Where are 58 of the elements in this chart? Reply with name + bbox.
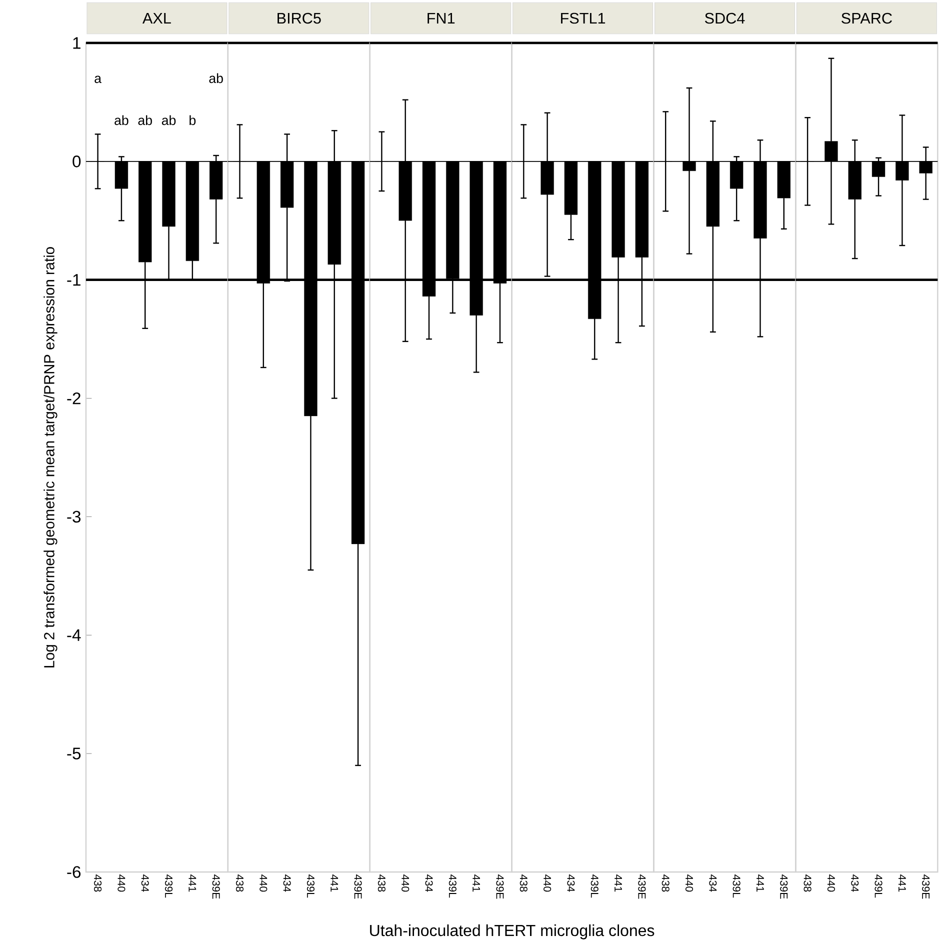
x-tick-label: 440 — [402, 874, 410, 892]
x-tick-label: 434 — [141, 874, 150, 892]
annotation: ab — [209, 73, 224, 84]
x-tick-label: 439L — [591, 874, 599, 898]
x-tick-label: 434 — [851, 874, 859, 892]
y-tick-label: -2 — [67, 392, 81, 404]
y-axis-title: Log 2 transformed geometric mean target/PRNP expression ratio — [44, 247, 58, 668]
x-tick-label: 439L — [732, 874, 741, 898]
x-tick-label: 434 — [283, 874, 291, 892]
x-tick-label: 438 — [804, 874, 812, 892]
annotation: b — [190, 115, 196, 126]
x-tick-label: 441 — [472, 874, 480, 892]
x-tick-label: 438 — [378, 874, 386, 892]
x-tick-label: 441 — [898, 874, 906, 892]
y-tick-label: 0 — [72, 156, 81, 168]
y-tick-label: -5 — [67, 748, 81, 760]
x-tick-label: 440 — [686, 874, 694, 892]
x-tick-label: 439E — [354, 874, 362, 899]
annotation: a — [94, 76, 102, 84]
x-tick-label: 440 — [118, 874, 126, 892]
x-tick-label: 439E — [212, 874, 220, 899]
chart-title: SDC4 — [705, 12, 745, 24]
x-tick-label: 441 — [188, 874, 196, 892]
annotation: ab — [138, 115, 152, 126]
x-tick-label: 441 — [614, 874, 622, 892]
x-tick-label: 438 — [236, 874, 244, 892]
x-tick-label: 439L — [449, 874, 457, 898]
x-tick-label: 434 — [567, 874, 575, 892]
x-tick-label: 439E — [638, 874, 646, 899]
y-tick-label: -1 — [67, 274, 81, 286]
annotation: ab — [162, 115, 176, 126]
x-tick-label: 438 — [662, 874, 670, 892]
chart-title: FN1 — [428, 12, 455, 24]
x-tick-label: 439L — [874, 874, 882, 898]
annotation: ab — [114, 115, 128, 126]
chart-title: BIRC5 — [278, 12, 321, 24]
x-tick-label: 441 — [756, 874, 764, 892]
y-tick-label: 1 — [73, 37, 81, 49]
x-tick-label: 434 — [425, 874, 433, 892]
chart-title: SPARC — [842, 12, 892, 24]
x-tick-label: 439E — [780, 874, 788, 899]
x-tick-label: 439E — [496, 874, 504, 899]
chart-title: AXL — [142, 12, 172, 24]
x-tick-label: 440 — [544, 874, 552, 892]
x-tick-label: 434 — [709, 874, 717, 892]
x-tick-label: 439L — [307, 874, 315, 898]
x-tick-label: 439E — [922, 874, 930, 899]
x-tick-label: 438 — [94, 874, 102, 892]
x-axis-title: Utah-inoculated hTERT microglia clones — [370, 924, 654, 940]
x-tick-label: 438 — [520, 874, 528, 892]
chart-title: FSTL1 — [561, 12, 606, 24]
x-tick-label: 439L — [165, 874, 173, 898]
y-tick-label: -6 — [67, 866, 81, 878]
y-tick-label: -4 — [67, 629, 81, 641]
x-tick-label: 440 — [828, 874, 836, 892]
y-tick-label: -3 — [67, 510, 81, 523]
x-tick-label: 440 — [260, 874, 268, 892]
x-tick-label: 441 — [330, 874, 338, 892]
